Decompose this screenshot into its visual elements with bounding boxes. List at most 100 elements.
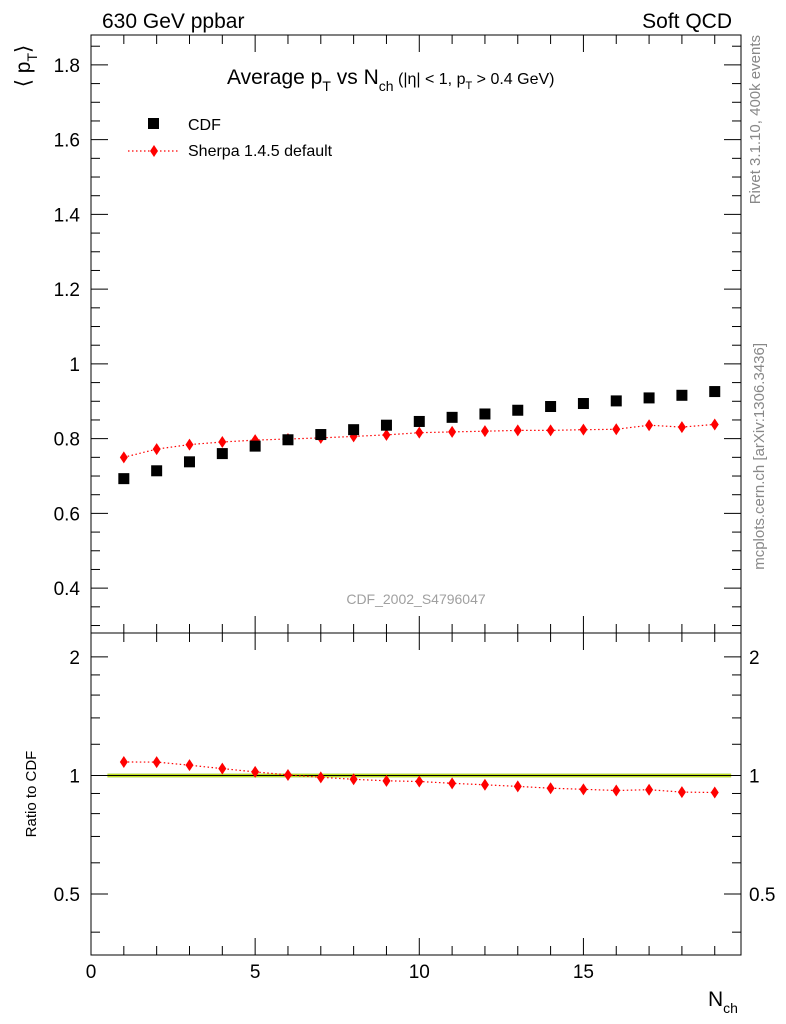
ratio-frame [90, 632, 742, 956]
title-sub1: T [322, 78, 331, 94]
cdf-point [249, 440, 261, 452]
legend-cdf-marker [148, 118, 159, 129]
main-ytick-labels: 0.4 0.6 0.8 1 1.2 1.4 1.6 1.8 [54, 56, 81, 600]
mc-point [448, 425, 457, 438]
x-axis-label: Nch [708, 988, 738, 1016]
mc-point [645, 419, 654, 432]
ratio-mc-point [546, 782, 555, 795]
mc-point [382, 428, 391, 441]
ylabel-left: ⟨ p [12, 62, 35, 88]
ratio-mc-point [152, 756, 161, 769]
main-ytick-label: 0.4 [54, 579, 81, 600]
main-ytick-label: 1.4 [54, 205, 81, 226]
mc-point [119, 451, 128, 464]
rivet-label: Rivet 3.1.10, 400k events [747, 35, 764, 204]
ratio-mc-point [382, 774, 391, 787]
ratio-ytick-label: 1 [69, 766, 80, 787]
cdf-point [479, 408, 491, 420]
cdf-point [610, 395, 622, 407]
ratio-mc-point [185, 759, 194, 772]
cdf-point [151, 465, 163, 477]
title-cuts-sub: T [465, 80, 472, 92]
xtick-label: 15 [573, 962, 594, 983]
main-ytick-label: 0.6 [54, 504, 80, 525]
mc-point [218, 436, 227, 449]
mc-point [677, 421, 686, 434]
ratio-ytick-label-right: 1 [749, 766, 760, 787]
ratio-mc-point [251, 765, 260, 778]
mc-point [480, 425, 489, 438]
xtick-label: 10 [409, 962, 430, 983]
xtick-label: 0 [86, 962, 97, 983]
mc-point [185, 438, 194, 451]
ratio-ytick-label-right: 0.5 [749, 885, 775, 906]
ratio-ylabel: Ratio to CDF [23, 751, 40, 838]
ratio-mc-point [349, 773, 358, 786]
mc-point [710, 418, 719, 431]
ratio-mc-point [677, 786, 686, 799]
ratio-panel: 0.5 1 2 0.5 1 2 0 5 10 15 Ratio to CDF Nch [23, 632, 775, 1016]
cdf-point [216, 448, 228, 460]
title-cuts-b: > 0.4 GeV) [472, 71, 554, 88]
legend-mc-label: Sherpa 1.4.5 default [188, 143, 333, 160]
ratio-mc-point [119, 755, 128, 768]
mc-point [546, 424, 555, 437]
ratio-mc-point [612, 784, 621, 797]
cdf-point [315, 429, 327, 441]
ratio-ytick-labels: 0.5 1 2 [54, 648, 80, 906]
site-label: mcplots.cern.ch [arXiv:1306.3436] [751, 343, 768, 570]
mc-point [513, 424, 522, 437]
ratio-ticks [90, 633, 741, 955]
cdf-point [348, 424, 360, 436]
main-ytick-label: 1.8 [54, 56, 80, 77]
legend-mc-marker [150, 145, 158, 157]
main-ytick-label: 1 [69, 355, 80, 376]
title-cuts-a: (|η| < 1, p [394, 71, 466, 88]
ratio-mc-point [513, 780, 522, 793]
cdf-point [380, 419, 392, 431]
ratio-mc-point [448, 777, 457, 790]
main-ytick-label: 1.2 [54, 280, 80, 301]
cdf-point [709, 386, 721, 398]
ratio-mc-point [415, 775, 424, 788]
header-left: 630 GeV ppbar [102, 10, 244, 33]
ratio-mc-point [645, 783, 654, 796]
ratio-mc-point [579, 783, 588, 796]
xlabel-sub: ch [723, 1000, 738, 1016]
xtick-label: 5 [250, 962, 261, 983]
cdf-point [413, 415, 425, 427]
cdf-point [676, 389, 688, 401]
main-ticks [90, 35, 741, 633]
mc-point [152, 443, 161, 456]
analysis-label: CDF_2002_S4796047 [346, 591, 486, 607]
ylabel-right: ⟩ [12, 45, 35, 53]
legend-cdf-label: CDF [188, 117, 221, 134]
chart-title: Average pT vs Nch (|η| < 1, pT > 0.4 GeV… [227, 66, 554, 94]
cdf-point [118, 473, 130, 485]
xlabel-main: N [708, 988, 723, 1011]
cdf-point [545, 401, 557, 413]
cdf-point [512, 404, 524, 416]
ratio-ytick-label-right: 2 [749, 648, 760, 669]
title-sub2: ch [379, 78, 394, 94]
cdf-point [282, 434, 294, 446]
ratio-mc-point [480, 778, 489, 791]
main-panel: 0.40.60.811.21.41.61.8 Average pT vs Nch… [12, 34, 742, 634]
cdf-point [577, 398, 589, 410]
mc-point [612, 423, 621, 436]
ratio-ytick-labels-right: 0.5 1 2 [749, 648, 775, 906]
legend: CDF Sherpa 1.4.5 default [128, 117, 333, 160]
cdf-point [643, 392, 655, 404]
data-points [118, 386, 721, 485]
ratio-mc-point [710, 786, 719, 799]
xtick-labels: 0 5 10 15 [86, 962, 594, 983]
title-prefix: Average p [227, 66, 322, 89]
header-right: Soft QCD [642, 10, 732, 33]
ratio-mc-point [283, 768, 292, 781]
main-ytick-label: 1.6 [54, 131, 80, 152]
ratio-mc-point [316, 771, 325, 784]
cdf-point [183, 456, 195, 468]
ratio-ytick-label: 0.5 [54, 885, 80, 906]
mc-points [119, 418, 719, 464]
ratio-ytick-label: 2 [69, 648, 80, 669]
